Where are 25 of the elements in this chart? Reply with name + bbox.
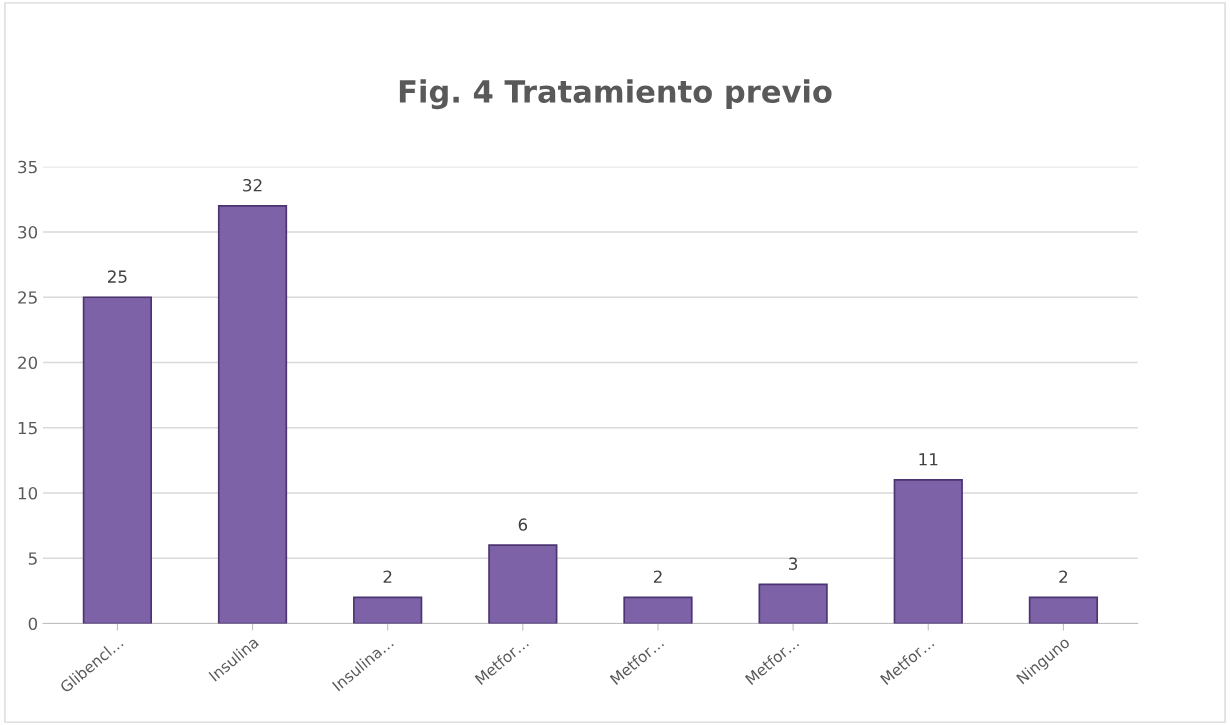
y-tick-label: 30 <box>18 225 38 239</box>
bar <box>623 596 693 624</box>
y-tick-label: 5 <box>28 552 37 565</box>
y-tick-label: 25 <box>18 291 37 304</box>
data-label: 11 <box>919 453 938 466</box>
bar <box>893 479 963 624</box>
y-tick-label: 0 <box>28 617 38 631</box>
bar <box>1028 596 1099 624</box>
y-tick-label: 15 <box>18 421 37 435</box>
bar <box>488 544 558 624</box>
y-tick-label: 10 <box>18 486 38 500</box>
bar <box>353 596 423 624</box>
chart-title: Fig. 4 Tratamiento previo <box>399 79 832 110</box>
data-label: 2 <box>383 570 392 583</box>
bar <box>217 205 288 624</box>
data-label: 2 <box>1059 570 1068 583</box>
bar <box>82 296 153 624</box>
data-label: 25 <box>108 270 127 283</box>
data-label: 2 <box>653 570 662 583</box>
data-label: 6 <box>518 518 528 531</box>
bar <box>758 583 828 624</box>
y-tick-label: 20 <box>18 356 38 370</box>
data-label: 3 <box>789 557 798 571</box>
y-tick-label: 35 <box>18 160 37 174</box>
data-label: 32 <box>243 178 262 192</box>
